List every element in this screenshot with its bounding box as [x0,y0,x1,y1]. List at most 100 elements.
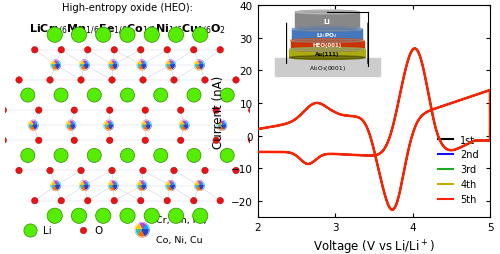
5th [460,145,466,148]
Wedge shape [180,122,184,126]
Wedge shape [54,181,58,186]
Wedge shape [111,66,116,70]
2nd [356,117,362,120]
Wedge shape [166,186,170,190]
Wedge shape [104,122,108,126]
Point [124,214,132,218]
Point [190,94,198,98]
2nd [302,162,308,165]
Wedge shape [200,182,204,186]
Wedge shape [142,61,146,66]
Wedge shape [170,182,175,186]
Point [141,139,149,143]
1st [348,115,354,118]
Point [170,169,178,173]
Point [57,154,65,158]
Line: 2nd: 2nd [258,49,490,210]
Point [46,169,54,173]
Wedge shape [56,186,60,190]
Line: 3rd: 3rd [258,49,490,210]
Wedge shape [54,186,58,191]
5th [400,176,406,179]
Point [108,78,116,83]
Wedge shape [137,182,142,186]
Wedge shape [142,224,149,230]
Wedge shape [80,61,84,66]
Point [77,169,85,173]
Point [216,49,224,53]
Wedge shape [108,122,114,126]
Point [196,34,204,38]
Wedge shape [80,66,84,70]
5th [389,208,395,211]
Point [84,199,92,203]
Wedge shape [166,61,170,66]
Point [223,154,231,158]
Wedge shape [168,186,173,191]
1st [412,48,418,51]
Point [176,139,184,143]
Wedge shape [194,61,200,66]
Point [110,199,118,203]
Wedge shape [108,182,113,186]
5th [254,128,260,131]
Wedge shape [84,61,89,66]
Y-axis label: Current (nA): Current (nA) [212,75,225,148]
Wedge shape [220,126,224,131]
4th [356,117,362,120]
Wedge shape [113,186,118,190]
Wedge shape [68,126,73,131]
3rd [400,176,406,179]
5th [254,151,260,154]
Point [212,109,220,113]
Point [223,94,231,98]
4th [254,151,260,154]
1st [460,145,466,148]
Point [190,154,198,158]
Point [137,199,145,203]
Wedge shape [140,186,144,191]
Point [50,34,58,38]
1st [254,128,260,131]
Point [75,214,83,218]
Wedge shape [142,122,146,126]
Point [110,49,118,53]
Wedge shape [197,181,202,186]
Point [24,154,32,158]
Wedge shape [146,122,151,126]
3rd [254,128,260,131]
Point [201,78,209,83]
Wedge shape [51,182,56,186]
2nd [412,48,418,51]
Point [137,49,145,53]
Legend: 1st, 2nd, 3rd, 4th, 5th: 1st, 2nd, 3rd, 4th, 5th [434,131,483,208]
2nd [348,115,354,118]
Wedge shape [28,122,33,126]
4th [412,48,418,51]
Point [30,199,38,203]
Wedge shape [200,61,204,66]
Point [77,78,85,83]
Wedge shape [113,61,118,66]
Point [24,94,32,98]
Wedge shape [66,122,71,126]
5th [356,117,362,120]
Text: Cr, Mn, Fe,: Cr, Mn, Fe, [156,215,206,224]
3rd [389,208,395,211]
Point [248,109,256,113]
Point [99,214,107,218]
Wedge shape [31,121,36,126]
Point [15,169,23,173]
Wedge shape [54,66,58,70]
Point [30,49,38,53]
Wedge shape [33,126,38,130]
Point [70,139,78,143]
Line: 4th: 4th [258,49,490,210]
Wedge shape [111,186,116,191]
Wedge shape [184,122,189,126]
Wedge shape [137,66,142,70]
Point [46,78,54,83]
Point [124,34,132,38]
Wedge shape [33,122,38,126]
Wedge shape [108,126,114,130]
